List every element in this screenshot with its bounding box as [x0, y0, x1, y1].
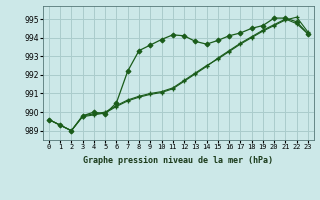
X-axis label: Graphe pression niveau de la mer (hPa): Graphe pression niveau de la mer (hPa) [84, 156, 273, 165]
